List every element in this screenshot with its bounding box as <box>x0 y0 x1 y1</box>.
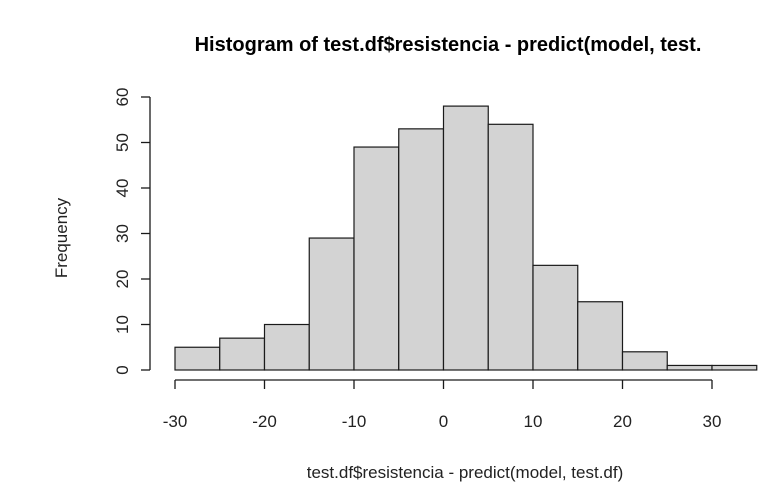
x-axis: -30 -20 -10 0 10 20 30 <box>163 379 722 431</box>
histogram-bar <box>174 346 221 371</box>
x-tick-label: 0 <box>439 412 448 431</box>
histogram-bar <box>263 323 310 371</box>
chart-title: Histogram of test.df$resistencia - predi… <box>195 34 702 56</box>
histogram-bar <box>621 351 668 371</box>
histogram-bar <box>532 264 579 371</box>
y-tick-label: 0 <box>113 365 132 374</box>
histogram-bar <box>442 105 489 371</box>
histogram-bar <box>398 128 445 371</box>
x-axis-label: test.df$resistencia - predict(model, tes… <box>307 463 624 482</box>
x-tick-label: -30 <box>163 412 188 431</box>
histogram-bar <box>308 237 355 371</box>
x-tick-label: 20 <box>613 412 632 431</box>
y-tick-label: 30 <box>113 224 132 243</box>
y-axis-label: Frequency <box>52 197 71 278</box>
histogram-bar <box>711 364 758 371</box>
x-tick-label: -20 <box>252 412 277 431</box>
histogram-bar <box>353 146 400 371</box>
histogram-bar <box>219 337 266 371</box>
x-tick-label: -10 <box>342 412 367 431</box>
x-tick-label: 10 <box>524 412 543 431</box>
y-tick-label: 20 <box>113 270 132 289</box>
histogram-bar <box>666 364 713 371</box>
x-tick-label: 30 <box>703 412 722 431</box>
y-tick-label: 10 <box>113 315 132 334</box>
y-tick-label: 60 <box>113 88 132 107</box>
y-axis: 0 10 20 30 40 50 60 <box>113 88 151 375</box>
bars-group <box>174 105 758 371</box>
y-tick-label: 40 <box>113 179 132 198</box>
y-tick-label: 50 <box>113 133 132 152</box>
histogram-bar <box>487 123 534 371</box>
histogram-bar <box>577 301 624 371</box>
